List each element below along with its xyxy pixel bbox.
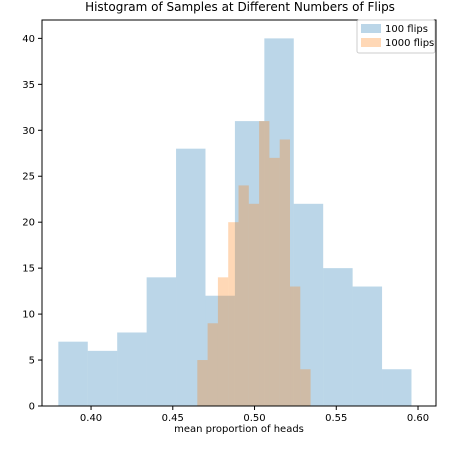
x-axis-label: mean proportion of heads <box>174 424 304 435</box>
y-tick-label: 25 <box>22 172 35 183</box>
histogram-bar-1000-flips <box>228 222 238 406</box>
histogram-bar-1000-flips <box>208 323 218 406</box>
x-tick-label: 0.55 <box>325 413 347 424</box>
y-tick-label: 15 <box>22 264 35 275</box>
legend: 100 flips 1000 flips <box>357 20 435 53</box>
legend-swatch-1000-flips <box>361 38 381 47</box>
histogram-bar-100-flips <box>58 342 87 406</box>
histogram-bar-1000-flips <box>290 287 300 406</box>
y-tick-label: 35 <box>22 80 35 91</box>
y-tick-label: 5 <box>29 356 35 367</box>
histogram-bar-100-flips <box>147 277 176 406</box>
y-tick-label: 20 <box>22 218 35 229</box>
histogram-bar-1000-flips <box>259 121 269 406</box>
x-tick-label: 0.50 <box>243 413 265 424</box>
x-tick-label: 0.40 <box>80 413 102 424</box>
histogram-bar-1000-flips <box>280 139 290 406</box>
histogram-bar-100-flips <box>382 369 411 406</box>
legend-label-1000-flips: 1000 flips <box>385 38 434 49</box>
histogram-bar-1000-flips <box>249 204 259 406</box>
histogram-bar-100-flips <box>353 287 382 406</box>
legend-label-100-flips: 100 flips <box>385 24 428 35</box>
legend-swatch-100-flips <box>361 24 381 33</box>
y-tick-label: 30 <box>22 126 35 137</box>
x-tick-label: 0.45 <box>162 413 184 424</box>
y-tick-label: 0 <box>29 402 35 413</box>
chart-title: Histogram of Samples at Different Number… <box>85 0 395 14</box>
y-tick-label: 40 <box>22 34 35 45</box>
histogram-bar-100-flips <box>88 351 117 406</box>
histogram-bar-100-flips <box>117 332 146 406</box>
histogram-bar-100-flips <box>323 268 352 406</box>
histogram-bar-1000-flips <box>218 277 228 406</box>
y-tick-label: 10 <box>22 310 35 321</box>
histogram-bar-1000-flips <box>269 158 279 406</box>
histogram-bar-1000-flips <box>239 185 249 406</box>
histogram-bar-1000-flips <box>197 360 207 406</box>
x-tick-label: 0.60 <box>407 413 429 424</box>
histogram-bar-1000-flips <box>300 369 310 406</box>
plot-area <box>58 38 411 406</box>
